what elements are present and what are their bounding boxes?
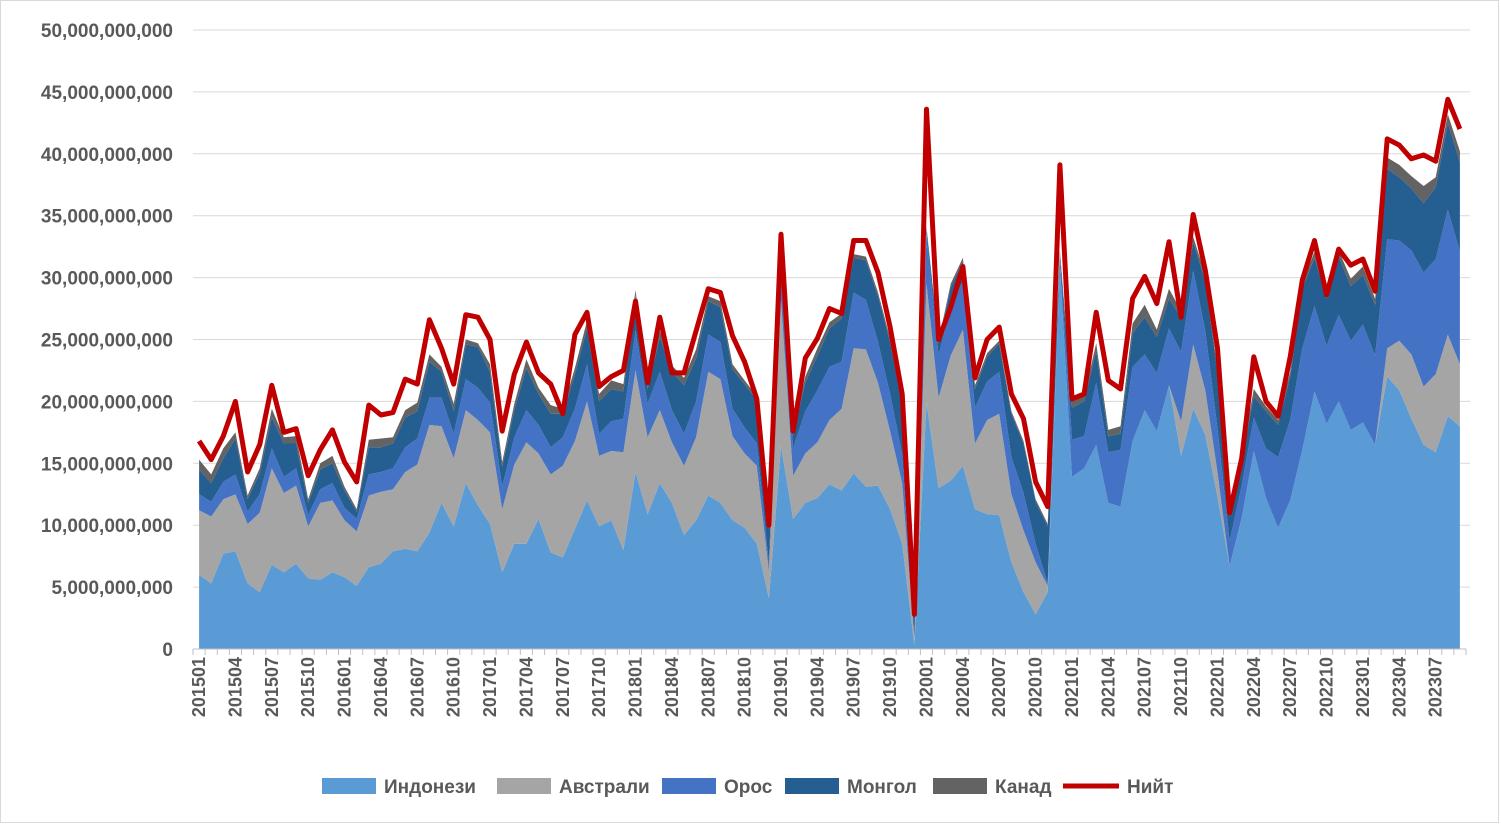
y-tick-label: 0 [162,640,173,661]
y-tick-label: 5,000,000,000 [51,578,173,599]
x-tick-label: 201804 [662,657,682,717]
x-tick-label: 201510 [298,657,318,717]
legend-label-Индонези: Индонези [384,777,476,798]
x-tick-label: 201610 [444,657,464,717]
x-tick-label: 202307 [1426,657,1446,717]
x-tick-label: 202104 [1098,657,1118,717]
y-tick-label: 35,000,000,000 [41,207,173,228]
legend-label-Нийт: Нийт [1127,777,1173,798]
legend-label-Австрали: Австрали [559,777,650,798]
legend-swatch-Монгол [785,778,839,794]
x-tick-label: 201507 [262,657,282,717]
x-tick-label: 201910 [880,657,900,717]
legend-swatch-Канад [933,778,987,794]
axes [192,648,1467,655]
total-line [197,96,1463,617]
x-tick-label: 201704 [516,657,536,717]
y-tick-label: 45,000,000,000 [41,83,173,104]
x-tick-label: 202207 [1280,657,1300,717]
x-tick-label: 201901 [771,657,791,717]
x-tick-label: 202210 [1317,657,1337,717]
legend-swatch-Индонези [322,778,376,794]
y-tick-label: 50,000,000,000 [41,21,173,42]
x-tick-label: 202110 [1171,657,1191,716]
legend: Индонези Австрали Орос Монгол Канад Нийт [322,777,1173,798]
x-tick-label: 201701 [480,657,500,717]
y-tick-label: 10,000,000,000 [41,516,173,537]
x-tick-label: 201607 [407,657,427,717]
y-tick-label: 30,000,000,000 [41,269,173,290]
x-tick-label: 202107 [1135,657,1155,717]
area-Австрали [199,265,1460,646]
area-series [199,114,1460,649]
x-tick-label: 201601 [335,657,355,717]
x-tick-label: 201707 [553,657,573,717]
legend-label-Монгол: Монгол [847,777,917,798]
x-tick-label: 201604 [371,657,391,717]
x-tick-label: 202201 [1207,657,1227,717]
area-Индонези [199,265,1460,649]
x-tick-label: 201907 [844,657,864,717]
y-axis-tick-labels: 0 5,000,000,000 10,000,000,000 15,000,000,0… [41,21,173,661]
x-tick-label: 202010 [1026,657,1046,717]
x-tick-label: 201904 [807,657,827,717]
legend-label-Орос: Орос [724,777,773,798]
legend-label-Канад: Канад [995,777,1052,798]
legend-swatch-Орос [662,778,716,794]
x-tick-label: 201710 [589,657,609,717]
x-tick-label: 202007 [989,657,1009,717]
x-tick-label: 201504 [225,657,245,717]
x-tick-label: 201801 [626,657,646,717]
x-tick-label: 202101 [1062,657,1082,717]
x-tick-label: 201810 [735,657,755,717]
x-tick-label: 202301 [1353,657,1373,717]
x-axis-tick-labels: 201501 201504 201507 201510 201601 201604 2016… [189,657,1446,717]
x-tick-label: 201501 [189,657,209,717]
x-tick-label: 202001 [916,657,936,717]
legend-swatch-Австрали [497,778,551,794]
y-tick-label: 25,000,000,000 [41,331,173,352]
line-Нийт [197,96,1463,617]
y-tick-label: 20,000,000,000 [41,392,173,413]
x-tick-label: 202304 [1389,657,1409,717]
x-tick-label: 201807 [698,657,718,717]
y-tick-label: 15,000,000,000 [41,454,173,475]
y-tick-label: 40,000,000,000 [41,145,173,166]
x-tick-label: 202004 [953,657,973,717]
x-tick-label: 202204 [1244,657,1264,717]
